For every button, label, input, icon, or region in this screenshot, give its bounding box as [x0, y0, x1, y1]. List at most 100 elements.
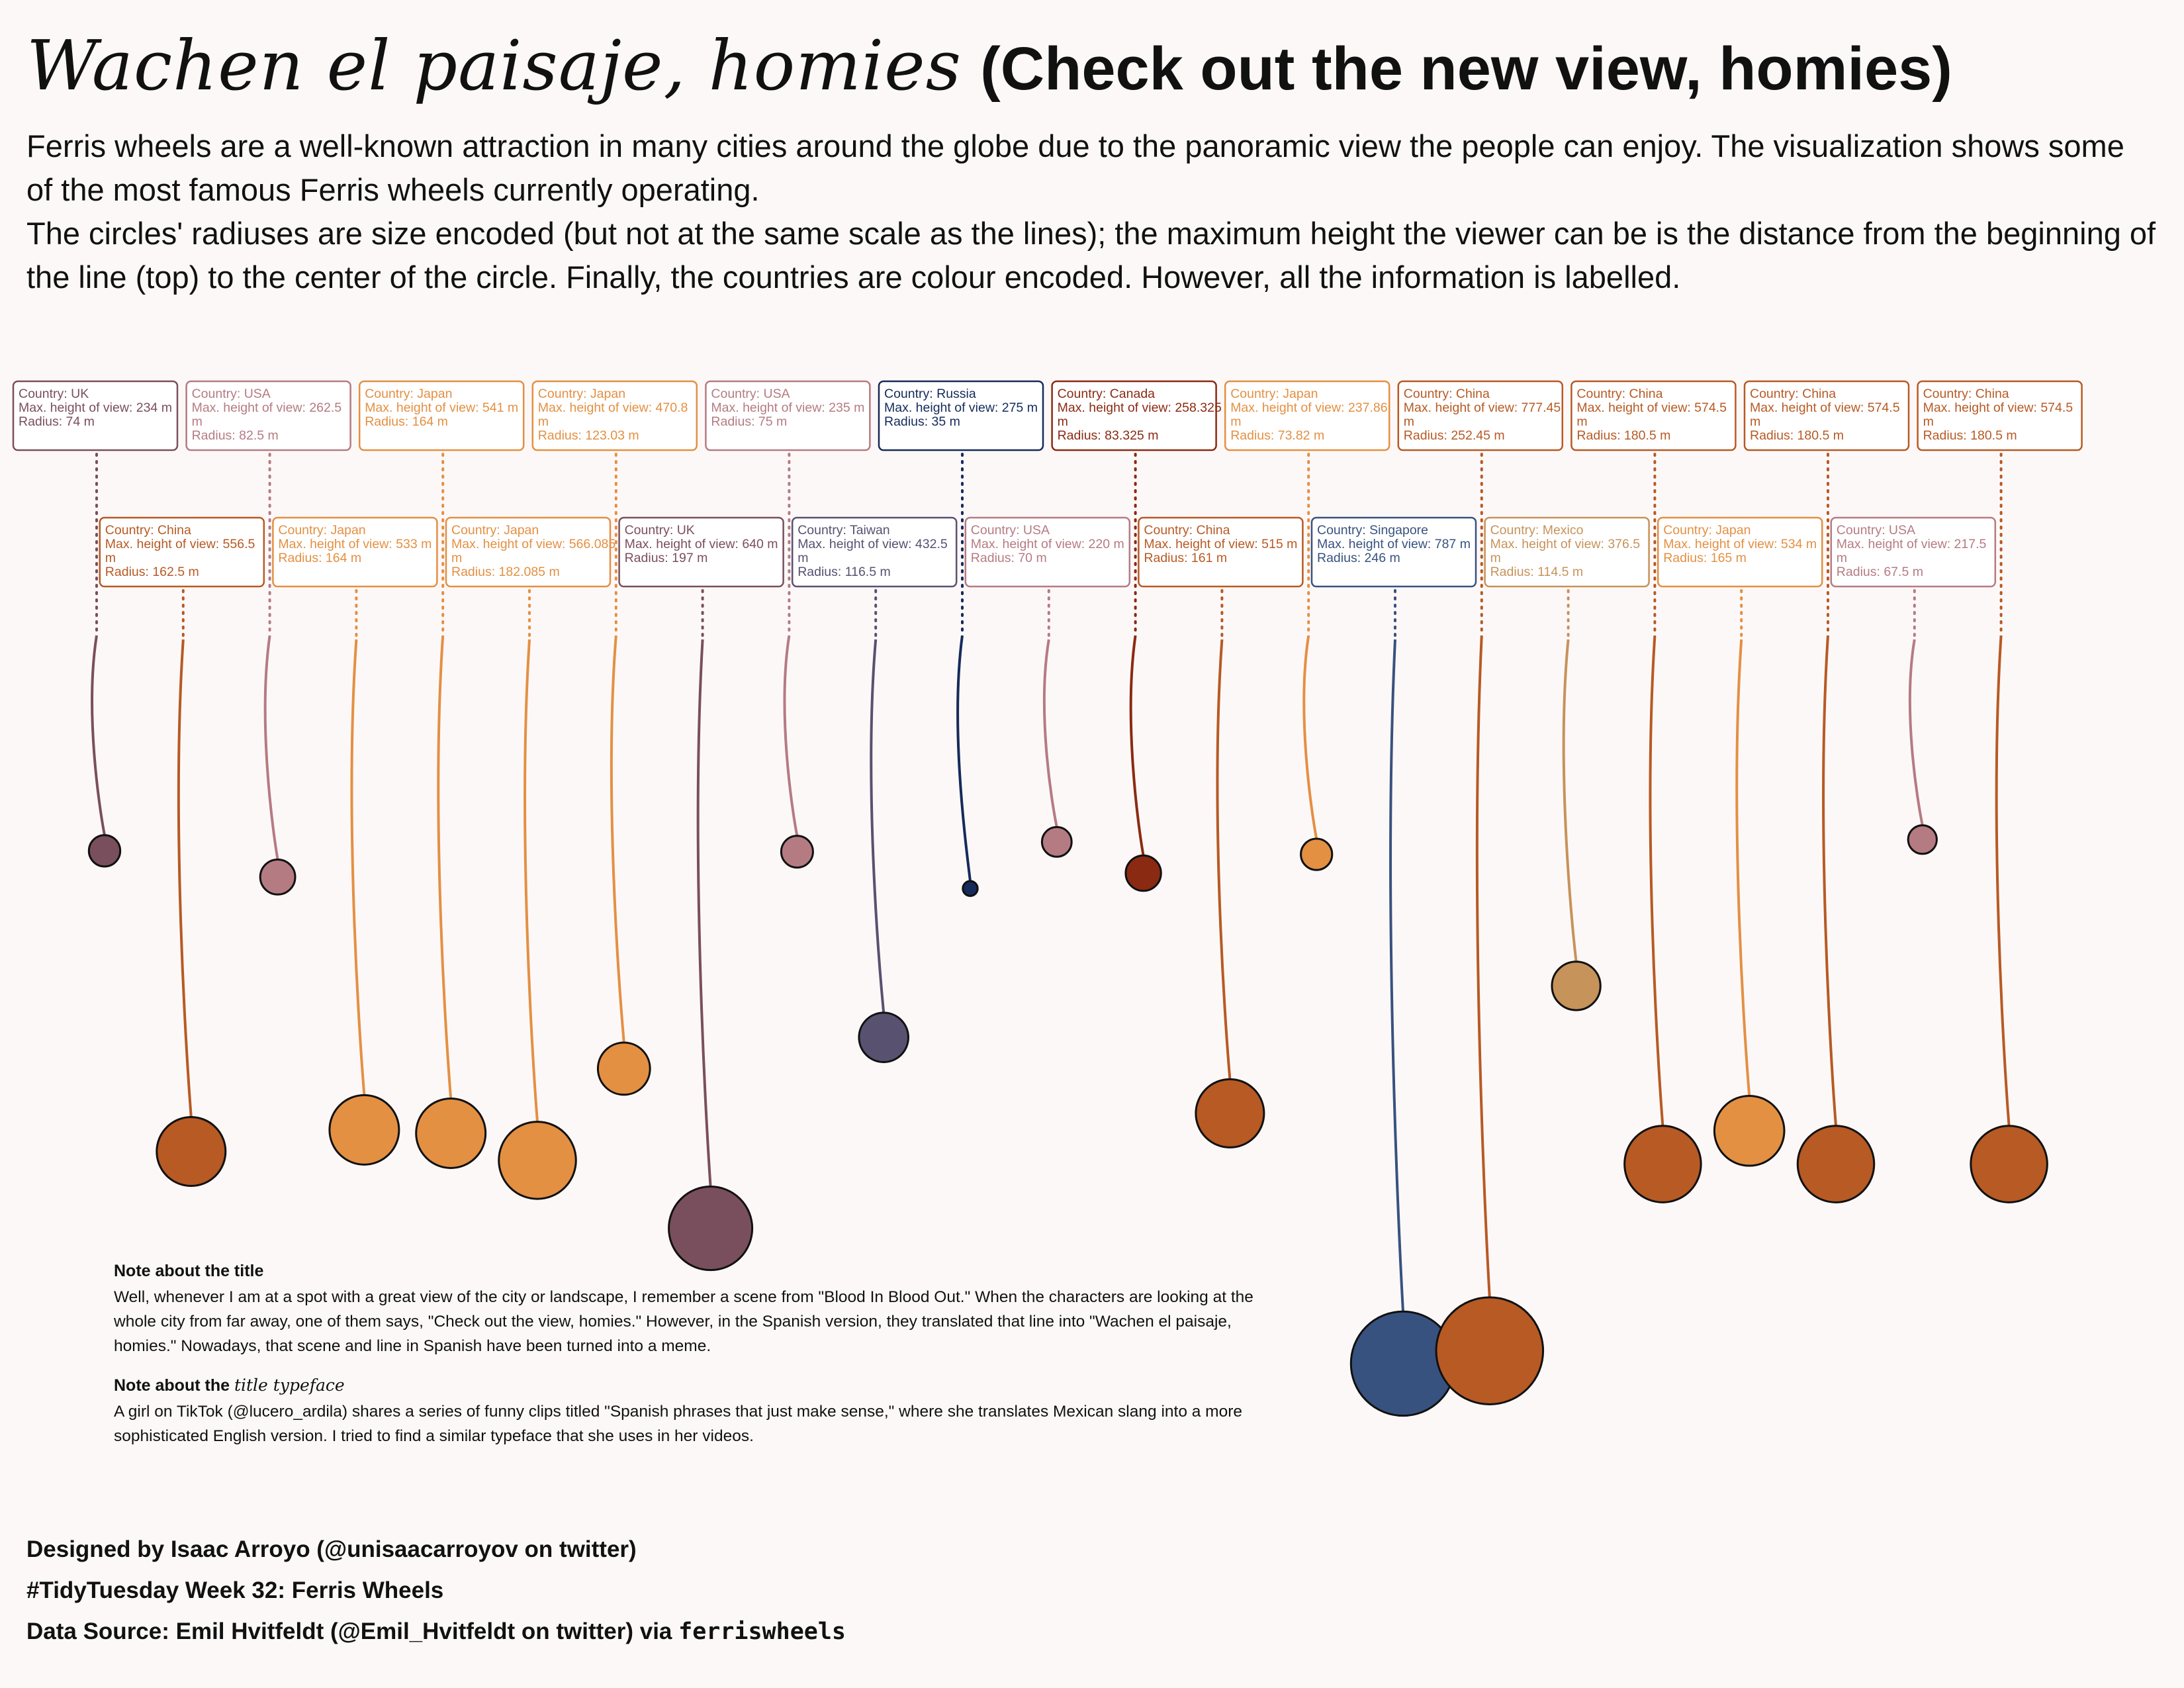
- label-box: [445, 516, 612, 588]
- label-country: Country: China: [1144, 523, 1230, 538]
- label-country: Country: China: [1923, 387, 2009, 401]
- label-height-unit: m: [1576, 414, 1587, 429]
- stem-line: [1822, 635, 1837, 1126]
- label-radius: Radius: 165 m: [1663, 551, 1747, 565]
- label-radius: Radius: 114.5 m: [1490, 565, 1584, 579]
- label-height-unit: m: [1058, 414, 1068, 429]
- label-country: Country: UK: [19, 387, 89, 401]
- label-box: [1743, 380, 1910, 451]
- wheel-circle: [962, 880, 979, 897]
- label-box: [1138, 516, 1304, 588]
- label-height-unit: m: [1490, 551, 1501, 565]
- label-box: [185, 380, 351, 451]
- stem-line: [1389, 639, 1404, 1312]
- wheel-circle: [87, 834, 122, 868]
- wheel-circle: [1300, 837, 1334, 871]
- stem-line: [177, 639, 193, 1117]
- label-height: Max. height of view: 574.5: [1576, 400, 1727, 415]
- note-typeface-heading: Note about the title typeface: [114, 1376, 1279, 1395]
- wheel-circle: [1907, 824, 1938, 855]
- label-height: Max. height of view: 574.5: [1750, 400, 1900, 415]
- label-country: Country: Japan: [278, 523, 365, 538]
- label-height: Max. height of view: 217.5: [1837, 537, 1987, 551]
- wheel-circle: [596, 1041, 651, 1096]
- wheel-circle: [415, 1098, 487, 1169]
- description-intro: Ferris wheels are a well-known attractio…: [26, 128, 2124, 207]
- credit-source-package: ferriswheels: [678, 1618, 846, 1645]
- label-height: Max. height of view: 534 m: [1663, 537, 1817, 551]
- label-country: Country: USA: [1837, 523, 1915, 538]
- label-country: Country: USA: [711, 387, 790, 401]
- stem-line: [1042, 639, 1058, 827]
- wheel-circle: [858, 1011, 909, 1063]
- label-box: [705, 380, 871, 451]
- stem-line: [263, 635, 279, 860]
- label-height-unit: m: [105, 551, 116, 565]
- label-box: [1397, 380, 1564, 451]
- label-height: Max. height of view: 574.5: [1923, 400, 2073, 415]
- stem-line: [1562, 639, 1578, 962]
- header: Wachen el paisaje, homies (Check out the …: [26, 26, 2158, 299]
- label-height: Max. height of view: 262.5: [192, 400, 342, 415]
- wheel-circle: [156, 1116, 227, 1188]
- label-height: Max. height of view: 533 m: [278, 537, 432, 551]
- label-radius: Radius: 70 m: [971, 551, 1047, 565]
- label-box: [791, 516, 958, 588]
- label-box: [1657, 516, 1823, 588]
- title-spanish: Wachen el paisaje, homies: [26, 25, 962, 106]
- label-height: Max. height of view: 258.325: [1058, 400, 1222, 415]
- wheel-circle: [1796, 1125, 1876, 1203]
- label-radius: Radius: 180.5 m: [1750, 428, 1844, 443]
- notes: Note about the title Well, whenever I am…: [114, 1262, 1279, 1448]
- label-radius: Radius: 180.5 m: [1576, 428, 1670, 443]
- label-radius: Radius: 83.325 m: [1058, 428, 1159, 443]
- wheel-circle: [1623, 1125, 1702, 1203]
- label-country: Country: Japan: [538, 387, 625, 401]
- label-box: [358, 380, 525, 451]
- label-radius: Radius: 67.5 m: [1837, 565, 1923, 579]
- label-radius: Radius: 164 m: [278, 551, 361, 565]
- note-typeface-heading-italic: title typeface: [234, 1376, 345, 1395]
- label-height: Max. height of view: 376.5: [1490, 537, 1641, 551]
- wheel-circle: [1040, 825, 1073, 858]
- label-height-unit: m: [538, 414, 549, 429]
- note-typeface-text: A girl on TikTok (@lucero_ardila) shares…: [114, 1403, 1242, 1445]
- label-country: Country: China: [1404, 387, 1490, 401]
- wheel-circle: [1195, 1078, 1265, 1149]
- note-typeface-heading-prefix: Note about the: [114, 1376, 230, 1395]
- label-country: Country: China: [1576, 387, 1662, 401]
- label-country: Country: Japan: [1230, 387, 1318, 401]
- label-radius: Radius: 182.085 m: [451, 565, 560, 579]
- label-country: Country: UK: [625, 523, 695, 538]
- description-encoding: The circles' radiuses are size encoded (…: [26, 215, 2156, 295]
- label-radius: Radius: 246 m: [1317, 551, 1400, 565]
- wheel-circles: [87, 824, 2048, 1417]
- label-box: [1917, 380, 2083, 451]
- title: Wachen el paisaje, homies (Check out the …: [26, 26, 2158, 106]
- stem-line: [1649, 635, 1664, 1126]
- stem-line: [696, 639, 712, 1187]
- wheel-circle: [780, 835, 814, 869]
- label-height: Max. height of view: 556.5: [105, 537, 255, 551]
- stem-line: [1735, 639, 1751, 1096]
- label-radius: Radius: 180.5 m: [1923, 428, 2017, 443]
- wheel-circle: [1551, 961, 1602, 1011]
- label-height: Max. height of view: 640 m: [625, 537, 778, 551]
- label-height-unit: m: [1404, 414, 1414, 429]
- label-height: Max. height of view: 470.8: [538, 400, 688, 415]
